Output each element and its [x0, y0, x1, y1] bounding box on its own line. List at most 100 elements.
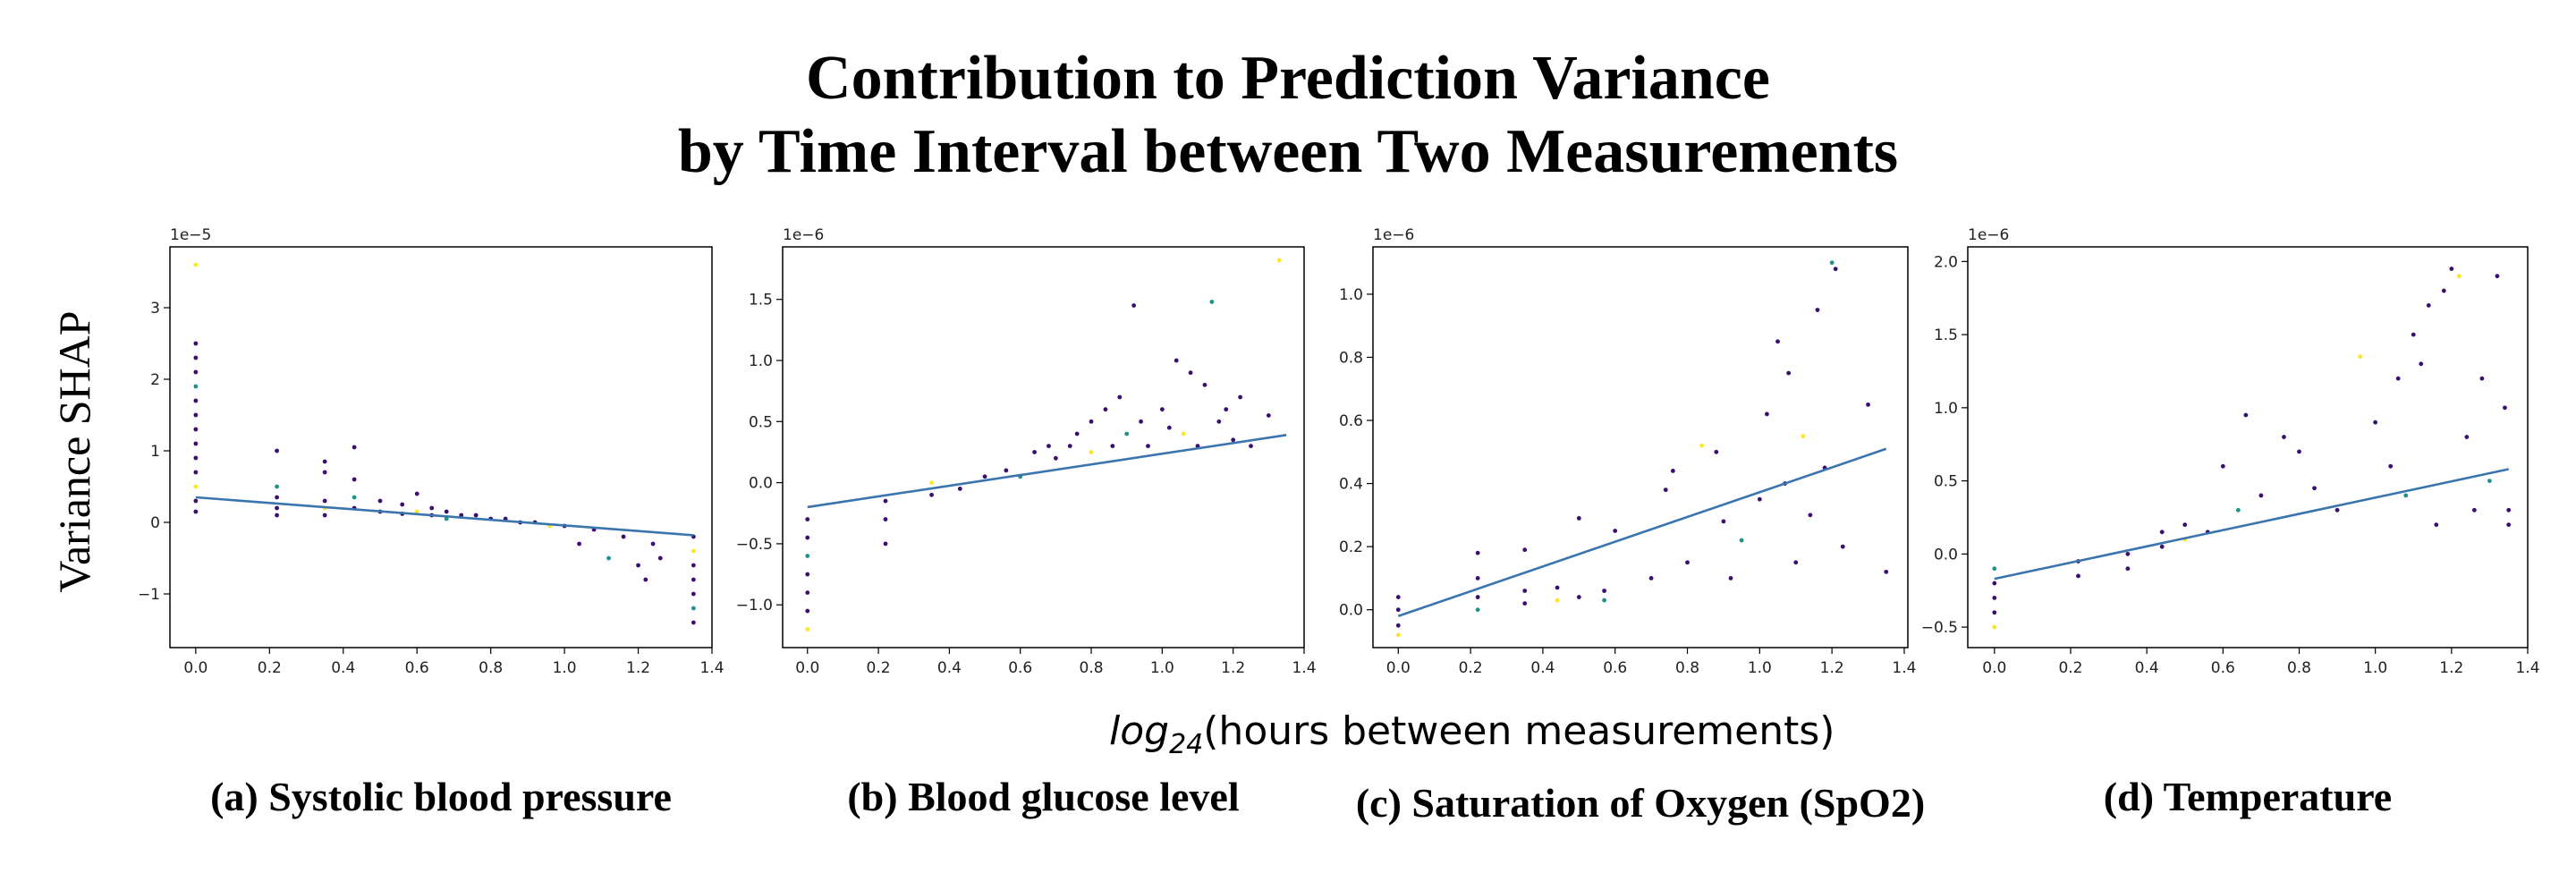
scatter-point — [1522, 547, 1528, 553]
y-tick-label: 0.5 — [749, 413, 773, 431]
scatter-point — [1992, 566, 1997, 572]
scatter-point — [691, 548, 696, 554]
scatter-point — [1209, 300, 1215, 304]
y-tick-label: 0.6 — [1339, 412, 1363, 430]
x-tick-label: 0.0 — [1386, 659, 1411, 677]
x-tick-label: 1.0 — [1748, 659, 1772, 677]
scatter-point — [1801, 434, 1806, 439]
x-tick-label: 0.2 — [2058, 659, 2082, 677]
scatter-point — [193, 427, 199, 432]
scatter-point — [691, 591, 696, 597]
panel-caption: (c) Saturation of Oxygen (SpO2) — [1356, 780, 1925, 826]
scatter-point — [322, 498, 327, 504]
scatter-point — [2334, 507, 2340, 513]
scatter-point — [1775, 339, 1780, 344]
scatter-point — [352, 445, 357, 450]
scatter-point — [1555, 598, 1560, 603]
x-tick-label: 0.0 — [795, 659, 819, 677]
scatter-point — [2471, 507, 2477, 513]
y-tick-label: 1.0 — [749, 352, 773, 370]
scatter-point — [2159, 544, 2165, 549]
scatter-point — [2464, 435, 2470, 439]
scatter-point — [883, 517, 888, 521]
scatter-point — [1395, 623, 1401, 628]
scatter-point — [1757, 496, 1762, 502]
y-axis-label: Variance SHAP — [49, 310, 99, 592]
scatter-point — [1224, 407, 1229, 412]
scatter-point — [322, 470, 327, 475]
scatter-point — [2243, 412, 2249, 418]
x-tick-label: 0.6 — [1603, 659, 1627, 677]
scatter-point — [2419, 361, 2424, 367]
scatter-point — [2220, 463, 2225, 469]
scatter-point — [429, 505, 435, 511]
y-tick-label: 2 — [150, 371, 160, 389]
scatter-point — [1146, 444, 1150, 449]
x-tick-label: 1.2 — [1221, 659, 1245, 677]
y-tick-label: −1 — [138, 586, 160, 604]
panel-4: 0.0 0.2 0.4 0.6 0.8 1.0 1.2 1.4 −0.5 0.0 0.5 1.0 1.5… — [1921, 226, 2540, 819]
y-tick-label: 1 — [150, 443, 160, 461]
scatter-point — [444, 509, 449, 514]
scatter-point — [2403, 493, 2409, 498]
x-tick-label: 1.0 — [553, 659, 577, 677]
plot-frame — [782, 246, 1305, 648]
scatter-point — [352, 495, 357, 500]
scatter-point — [1522, 601, 1528, 606]
scatter-point — [1765, 411, 1769, 417]
scatter-point — [377, 498, 383, 504]
scatter-point — [1231, 437, 1236, 443]
scatter-point — [2358, 354, 2363, 360]
fit-line — [1994, 468, 2509, 581]
scatter-point — [1992, 624, 1997, 630]
y-tick-label: 0.0 — [1934, 546, 1958, 564]
scatter-point — [2449, 267, 2454, 271]
figure-title-line1: Contribution to Prediction Variance — [806, 44, 1770, 113]
scatter-point — [643, 577, 648, 582]
scatter-point — [1602, 598, 1606, 603]
scatter-point — [193, 384, 199, 389]
y-offset-label: 1e−6 — [783, 226, 824, 244]
x-axis-label-rest: (hours between measurements) — [1203, 708, 1835, 754]
scatter-point — [621, 534, 626, 539]
scatter-point — [2125, 551, 2131, 556]
scatter-point — [1648, 575, 1654, 581]
x-tick-label: 0.8 — [2287, 659, 2311, 677]
scatter-point — [414, 509, 419, 514]
scatter-point — [1670, 469, 1675, 473]
scatter-point — [691, 606, 696, 611]
scatter-point — [1131, 303, 1137, 308]
scatter-point — [1793, 560, 1799, 565]
scatter-point — [275, 495, 279, 500]
x-tick-label: 0.8 — [1080, 659, 1104, 677]
figure-title-line2: by Time Interval between Two Measurement… — [678, 117, 1898, 186]
scatter-point — [275, 505, 279, 511]
scatter-point — [1166, 425, 1172, 430]
scatter-point — [193, 484, 199, 489]
scatter-point — [414, 491, 419, 496]
scatter-point — [805, 590, 810, 595]
scatter-point — [883, 498, 888, 504]
scatter-point — [657, 555, 663, 561]
x-axis-label-log: log — [1109, 708, 1169, 754]
scatter-point — [1117, 394, 1123, 400]
y-tick-label: 0.5 — [1934, 473, 1958, 491]
y-tick-label: 0.4 — [1339, 476, 1363, 494]
x-tick-label: 0.6 — [405, 659, 429, 677]
scatter-point — [1238, 394, 1243, 400]
y-tick-label: 1.0 — [1934, 400, 1958, 418]
scatter-point — [2125, 566, 2131, 572]
scatter-point — [2434, 522, 2439, 528]
scatter-point — [929, 480, 934, 486]
y-tick-label: −1.0 — [736, 597, 773, 615]
scatter-point — [193, 509, 199, 514]
scatter-point — [1576, 515, 1581, 521]
fit-line — [807, 434, 1287, 509]
x-tick-label: 0.2 — [867, 659, 891, 677]
scatter-point — [1395, 595, 1401, 599]
scatter-point — [1808, 513, 1813, 518]
scatter-point — [2456, 274, 2462, 279]
x-tick-label: 0.8 — [479, 659, 503, 677]
subplot-panels: 0.0 0.2 0.4 0.6 0.8 1.0 1.2 1.4 −1 0 1 2 3 1e−5 (a) Sy… — [138, 226, 2540, 826]
scatter-point — [1395, 632, 1401, 638]
